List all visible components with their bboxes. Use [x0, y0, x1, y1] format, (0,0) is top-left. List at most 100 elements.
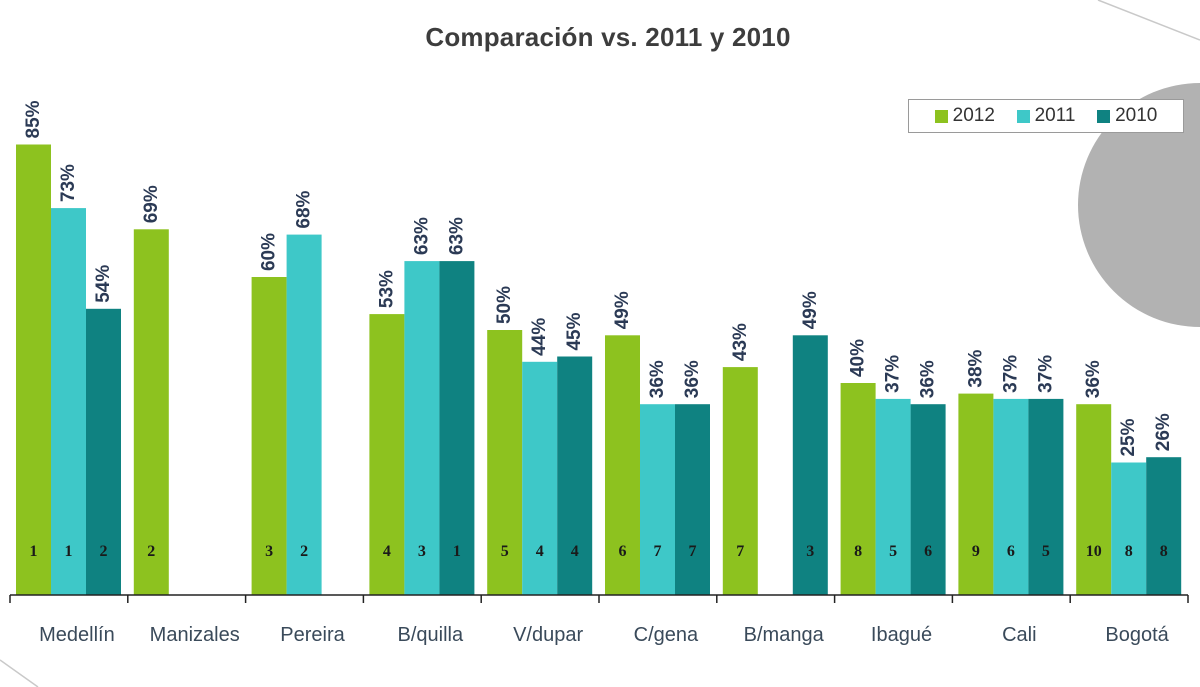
rank-label-medellin-2011: 1 — [65, 543, 73, 560]
rank-label-b-quilla-2010: 1 — [453, 543, 461, 560]
rank-label-c-gena-2012: 6 — [619, 543, 627, 560]
value-label-v-dupar-2010: 45% — [564, 312, 585, 350]
legend-item-2010: 2010 — [1097, 105, 1157, 127]
rank-label-b-manga-2012: 7 — [736, 543, 744, 560]
bar-medellin-2010 — [86, 308, 121, 595]
value-label-cali-2010: 37% — [1035, 355, 1056, 393]
bar-medellin-2011 — [51, 208, 86, 595]
legend-label-2011: 2011 — [1034, 105, 1076, 126]
value-label-manizales-2012: 69% — [141, 185, 162, 223]
rank-label-ibague-2010: 6 — [924, 543, 932, 560]
value-label-b-quilla-2011: 63% — [411, 217, 432, 255]
category-label-bogota: Bogotá — [1105, 624, 1169, 646]
decorative-line — [1097, 0, 1200, 41]
bar-v-dupar-2012 — [487, 330, 523, 595]
rank-label-ibague-2012: 8 — [854, 543, 862, 560]
bar-c-gena-2012 — [605, 335, 640, 595]
legend-item-2011: 2011 — [1016, 105, 1076, 127]
category-label-c-gena: C/gena — [634, 624, 699, 646]
bar-bogota-2011 — [1111, 462, 1147, 595]
value-label-medellin-2010: 54% — [93, 265, 114, 303]
bar-b-manga-2012 — [722, 367, 758, 595]
bar-b-quilla-2011 — [404, 261, 440, 595]
value-label-cali-2011: 37% — [1000, 355, 1021, 393]
rank-label-c-gena-2011: 7 — [654, 543, 662, 560]
rank-label-v-dupar-2012: 5 — [501, 543, 509, 560]
bar-medellin-2012 — [16, 144, 51, 595]
bar-manizales-2012 — [133, 229, 169, 596]
category-label-cali: Cali — [1002, 624, 1036, 646]
value-label-bogota-2012: 36% — [1083, 360, 1104, 398]
value-label-c-gena-2010: 36% — [682, 360, 703, 398]
decorative-line-bottom — [0, 659, 39, 687]
value-label-b-quilla-2010: 63% — [446, 217, 467, 255]
value-label-c-gena-2011: 36% — [647, 360, 668, 398]
value-label-bogota-2010: 26% — [1153, 413, 1174, 451]
bar-b-quilla-2010 — [439, 261, 475, 595]
legend-swatch-2010 — [1097, 109, 1111, 123]
category-label-ibague: Ibagué — [871, 624, 932, 646]
bar-c-gena-2011 — [640, 404, 675, 595]
bar-cali-2012 — [958, 393, 994, 595]
bar-bogota-2012 — [1076, 404, 1112, 595]
bar-cali-2010 — [1028, 398, 1064, 595]
value-label-pereira-2012: 60% — [259, 233, 280, 271]
value-label-cali-2012: 38% — [965, 349, 986, 387]
legend-item-2012: 2012 — [934, 105, 995, 127]
rank-label-cali-2011: 6 — [1007, 543, 1015, 560]
bar-v-dupar-2011 — [522, 361, 558, 595]
rank-label-medellin-2010: 2 — [100, 543, 108, 560]
rank-label-v-dupar-2011: 4 — [536, 543, 544, 560]
value-label-b-quilla-2012: 53% — [376, 270, 397, 308]
value-label-ibague-2012: 40% — [848, 339, 869, 377]
value-label-v-dupar-2011: 44% — [529, 318, 550, 356]
rank-label-ibague-2011: 5 — [889, 543, 897, 560]
rank-label-manizales-2012: 2 — [147, 543, 155, 560]
bar-ibague-2010 — [910, 404, 946, 595]
legend-label-2010: 2010 — [1115, 105, 1158, 126]
bar-bogota-2010 — [1146, 457, 1182, 595]
rank-label-c-gena-2010: 7 — [689, 543, 697, 560]
value-label-medellin-2011: 73% — [58, 164, 79, 202]
legend-swatch-2011 — [1016, 109, 1030, 123]
category-label-b-quilla: B/quilla — [397, 624, 463, 646]
chart-legend: 2012 2011 2010 — [908, 99, 1184, 133]
bar-c-gena-2010 — [675, 404, 710, 595]
legend-swatch-2012 — [934, 109, 948, 123]
value-label-bogota-2011: 25% — [1118, 418, 1139, 456]
value-label-b-manga-2012: 43% — [730, 323, 751, 361]
category-label-manizales: Manizales — [150, 624, 240, 646]
rank-label-bogota-2012: 10 — [1086, 543, 1102, 560]
value-label-medellin-2012: 85% — [23, 100, 44, 138]
bar-cali-2011 — [993, 398, 1029, 595]
value-label-pereira-2011: 68% — [294, 190, 315, 228]
rank-label-b-manga-2010: 3 — [806, 543, 814, 560]
bar-b-manga-2010 — [792, 335, 828, 595]
bar-pereira-2012 — [251, 277, 287, 595]
category-label-b-manga: B/manga — [744, 624, 825, 646]
rank-label-v-dupar-2010: 4 — [571, 543, 579, 560]
rank-label-bogota-2011: 8 — [1125, 543, 1133, 560]
decorative-gray-circle — [1078, 83, 1200, 327]
category-label-v-dupar: V/dupar — [513, 624, 583, 646]
rank-label-cali-2010: 5 — [1042, 543, 1050, 560]
value-label-c-gena-2012: 49% — [612, 291, 633, 329]
rank-label-medellin-2012: 1 — [30, 543, 38, 560]
rank-label-cali-2012: 9 — [972, 543, 980, 560]
category-label-pereira: Pereira — [280, 624, 345, 646]
rank-label-pereira-2011: 2 — [300, 543, 308, 560]
value-label-ibague-2010: 36% — [918, 360, 939, 398]
rank-label-b-quilla-2011: 3 — [418, 543, 426, 560]
chart-title: Comparación vs. 2011 y 2010 — [425, 22, 791, 52]
category-label-medellin: Medellín — [39, 624, 115, 646]
rank-label-b-quilla-2012: 4 — [383, 543, 391, 560]
bar-ibague-2011 — [875, 398, 911, 595]
legend-label-2012: 2012 — [952, 105, 995, 126]
rank-label-bogota-2010: 8 — [1160, 543, 1168, 560]
bar-pereira-2011 — [286, 234, 322, 595]
rank-label-pereira-2012: 3 — [265, 543, 273, 560]
bar-b-quilla-2012 — [369, 314, 405, 595]
value-label-ibague-2011: 37% — [883, 355, 904, 393]
